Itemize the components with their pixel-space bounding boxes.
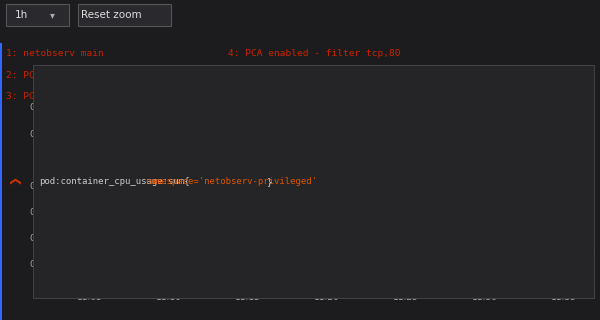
Text: 5: PCA enabled - filter udp,53: 5: PCA enabled - filter udp,53 — [228, 70, 401, 79]
Text: 3: 3 — [308, 161, 313, 171]
Bar — [0, 43, 2, 320]
Text: 6: 6 — [524, 201, 529, 210]
Text: pod:container_cpu_usage:sum{: pod:container_cpu_usage:sum{ — [39, 177, 190, 186]
Text: Reset zoom: Reset zoom — [81, 10, 142, 20]
Text: ❮: ❮ — [8, 177, 19, 186]
Text: ▾: ▾ — [50, 10, 55, 20]
FancyBboxPatch shape — [78, 4, 171, 26]
Text: 2: 2 — [252, 120, 257, 129]
Text: 2: PCA disabled: 2: PCA disabled — [6, 70, 92, 79]
Text: 1: 1 — [229, 228, 234, 237]
Text: namespace='netobserv-privileged': namespace='netobserv-privileged' — [145, 177, 317, 186]
Text: query browser chart: query browser chart — [188, 231, 265, 240]
Text: }: } — [266, 177, 271, 186]
FancyBboxPatch shape — [6, 4, 69, 26]
Text: 4: PCA enabled - filter tcp,80: 4: PCA enabled - filter tcp,80 — [228, 49, 401, 58]
Text: 4: 4 — [358, 224, 364, 233]
Text: 1: netobserv main: 1: netobserv main — [6, 49, 104, 58]
FancyBboxPatch shape — [33, 65, 594, 298]
Text: 6: PCA enabled - filter tcp, 443: 6: PCA enabled - filter tcp, 443 — [228, 92, 412, 100]
Text: 3: PCA enabled - Invalid filters: 3: PCA enabled - Invalid filters — [6, 92, 190, 100]
Text: 5: 5 — [476, 254, 482, 263]
Text: 1h: 1h — [15, 10, 28, 20]
